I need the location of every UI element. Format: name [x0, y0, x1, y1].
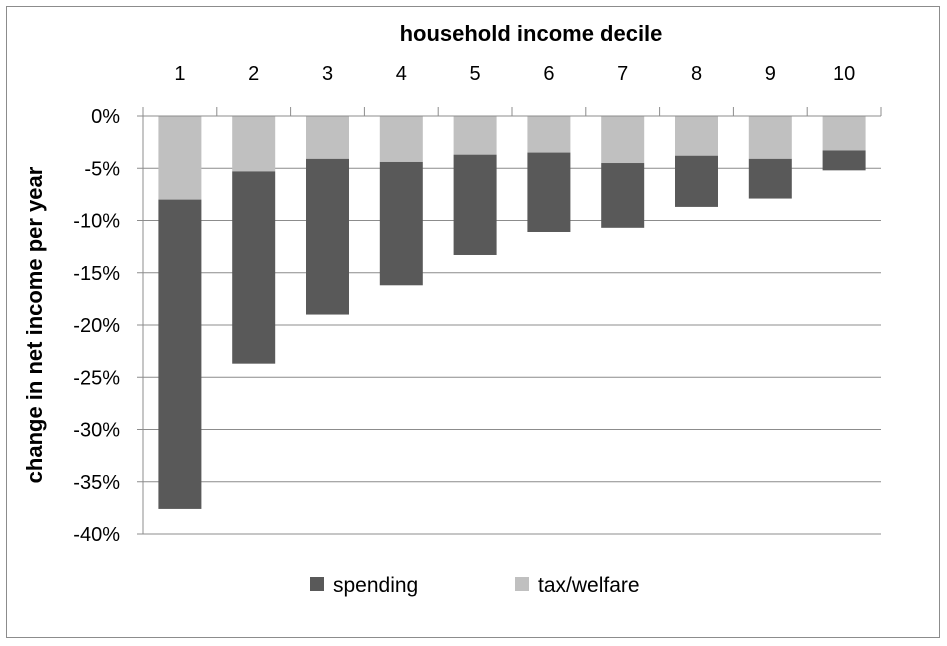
bar-spending-decile-1 [158, 199, 202, 509]
bar-spending-decile-3 [306, 158, 349, 315]
bar-spending-decile-4 [379, 161, 423, 286]
y-tick-label: -35% [73, 472, 120, 494]
bar-tax-welfare-decile-3 [306, 116, 349, 159]
y-tick-label: -25% [73, 367, 120, 389]
x-tick-label: 8 [691, 63, 702, 85]
bar-tax-welfare-decile-2 [232, 116, 276, 172]
bar-tax-welfare-decile-8 [675, 116, 718, 156]
x-tick-label: 10 [833, 63, 855, 85]
y-tick-label: -5% [84, 158, 120, 180]
x-tick-label: 2 [248, 63, 259, 85]
x-tick-label: 9 [765, 63, 776, 85]
y-axis-title: change in net income per year [22, 166, 47, 483]
bar-tax-welfare-decile-6 [527, 116, 571, 153]
x-tick-label: 6 [543, 63, 554, 85]
y-tick-label: -40% [73, 524, 120, 546]
bar-spending-decile-5 [453, 154, 497, 255]
y-tick-label: -20% [73, 315, 120, 337]
x-tick-label: 1 [174, 63, 185, 85]
y-tick-labels: 0% -5% -10% -15% -20% -25% -30% -35% -40% [73, 106, 120, 546]
bars [158, 116, 866, 509]
legend-label-tax-welfare: tax/welfare [538, 574, 640, 597]
y-tick-label: -30% [73, 420, 120, 442]
axes [142, 107, 882, 534]
x-tick-label: 5 [470, 63, 481, 85]
legend-swatch-tax-welfare [515, 577, 529, 591]
y-tick-label: -10% [73, 211, 120, 233]
bar-tax-welfare-decile-4 [379, 116, 423, 162]
bar-tax-welfare-decile-7 [601, 116, 645, 164]
x-tick-labels: 1 2 3 4 5 6 7 8 9 10 [174, 63, 855, 85]
bar-spending-decile-2 [232, 171, 276, 364]
legend-label-spending: spending [333, 574, 418, 597]
bar-spending-decile-8 [675, 155, 718, 207]
bar-spending-decile-9 [748, 158, 792, 199]
legend-swatch-spending [310, 577, 324, 591]
y-tick-label: 0% [91, 106, 120, 128]
bar-tax-welfare-decile-9 [748, 116, 792, 159]
x-axis-title: household income decile [400, 21, 663, 46]
bar-tax-welfare-decile-5 [453, 116, 497, 155]
legend: spending tax/welfare [310, 574, 640, 597]
x-tick-label: 3 [322, 63, 333, 85]
bar-spending-decile-6 [527, 152, 571, 232]
bar-spending-decile-7 [601, 163, 645, 228]
bar-tax-welfare-decile-10 [822, 116, 866, 151]
x-tick-label: 7 [617, 63, 628, 85]
y-tick-label: -15% [73, 263, 120, 285]
bar-spending-decile-10 [822, 150, 866, 171]
bar-tax-welfare-decile-1 [158, 116, 202, 200]
x-tick-label: 4 [396, 63, 407, 85]
